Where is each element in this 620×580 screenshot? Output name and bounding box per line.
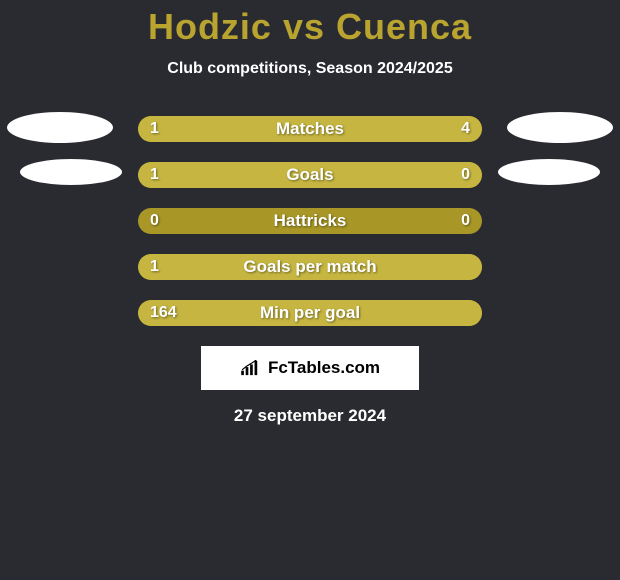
page-subtitle: Club competitions, Season 2024/2025 (0, 60, 620, 78)
stat-label: Goals per match (243, 257, 376, 277)
stat-value-left: 164 (150, 304, 177, 322)
stat-value-left: 1 (150, 258, 159, 276)
stat-rows: 1 Matches 4 1 Goals 0 0 Hattricks 0 (138, 116, 482, 326)
player-left-avatar-1 (7, 112, 113, 143)
stat-fill-left (138, 116, 207, 142)
stat-label: Matches (276, 119, 344, 139)
stat-value-right: 0 (461, 212, 470, 230)
stat-value-left: 1 (150, 166, 159, 184)
stat-value-right: 0 (461, 166, 470, 184)
player-left-avatar-2 (20, 159, 122, 185)
chart-icon (240, 360, 262, 376)
comparison-card: Hodzic vs Cuenca Club competitions, Seas… (0, 0, 620, 580)
stat-label: Min per goal (260, 303, 360, 323)
stat-row: 1 Goals 0 (138, 162, 482, 188)
source-badge[interactable]: FcTables.com (201, 346, 419, 390)
stat-fill-left (138, 162, 413, 188)
stat-row: 164 Min per goal (138, 300, 482, 326)
stat-value-right: 4 (461, 120, 470, 138)
stat-row: 1 Goals per match (138, 254, 482, 280)
date-text: 27 september 2024 (0, 406, 620, 426)
page-title: Hodzic vs Cuenca (0, 0, 620, 48)
player-right-avatar-2 (498, 159, 600, 185)
stat-value-left: 0 (150, 212, 159, 230)
stat-value-left: 1 (150, 120, 159, 138)
stat-fill-right (207, 116, 482, 142)
player-right-avatar-1 (507, 112, 613, 143)
stat-row: 0 Hattricks 0 (138, 208, 482, 234)
stat-label: Hattricks (274, 211, 347, 231)
stats-area: 1 Matches 4 1 Goals 0 0 Hattricks 0 (0, 116, 620, 426)
stat-row: 1 Matches 4 (138, 116, 482, 142)
stat-fill-right (413, 162, 482, 188)
stat-label: Goals (286, 165, 333, 185)
source-badge-text: FcTables.com (268, 358, 380, 378)
